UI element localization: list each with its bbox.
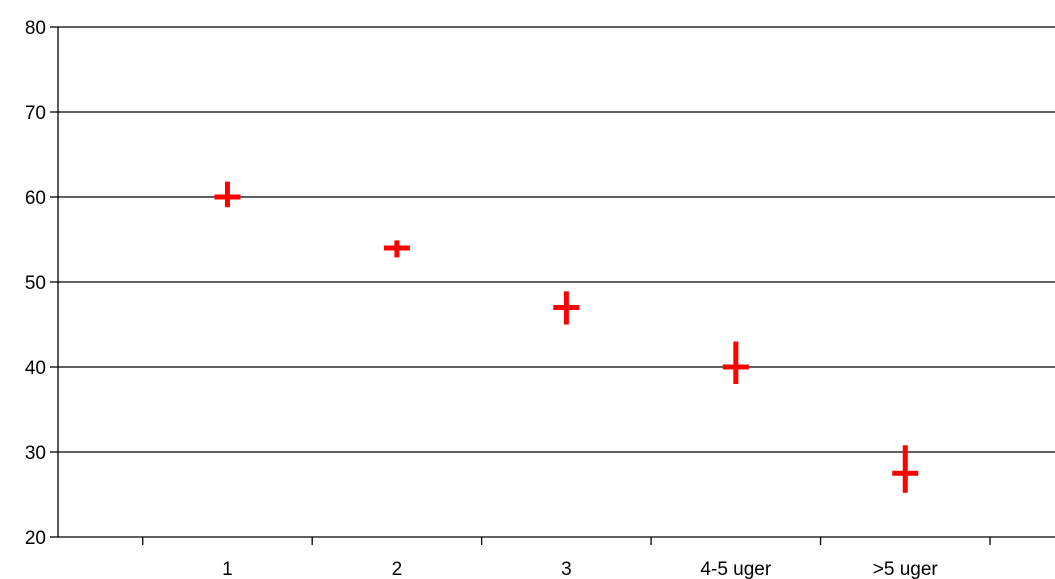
x-tick-label-1: 2	[392, 559, 403, 579]
y-tick-label-80: 80	[25, 18, 46, 39]
data-marks	[214, 181, 919, 493]
x-tick-label-3: 4-5 uger	[700, 559, 771, 579]
x-tick-label-2: 3	[561, 559, 572, 579]
x-tick-label-0: 1	[222, 559, 233, 579]
y-tick-label-50: 50	[25, 273, 46, 294]
axes	[50, 26, 1055, 545]
x-tick-label-4: >5 uger	[873, 559, 939, 579]
y-tick-labels: 20 30 40 50 60 70 80	[25, 18, 46, 549]
y-tick-label-40: 40	[25, 358, 46, 379]
x-tick-labels: 1 2 3 4-5 uger >5 uger	[222, 559, 938, 579]
y-tick-label-30: 30	[25, 443, 46, 464]
y-tick-label-20: 20	[25, 528, 46, 549]
gridlines	[58, 26, 1055, 453]
y-tick-label-70: 70	[25, 103, 46, 124]
y-tick-label-60: 60	[25, 188, 46, 209]
